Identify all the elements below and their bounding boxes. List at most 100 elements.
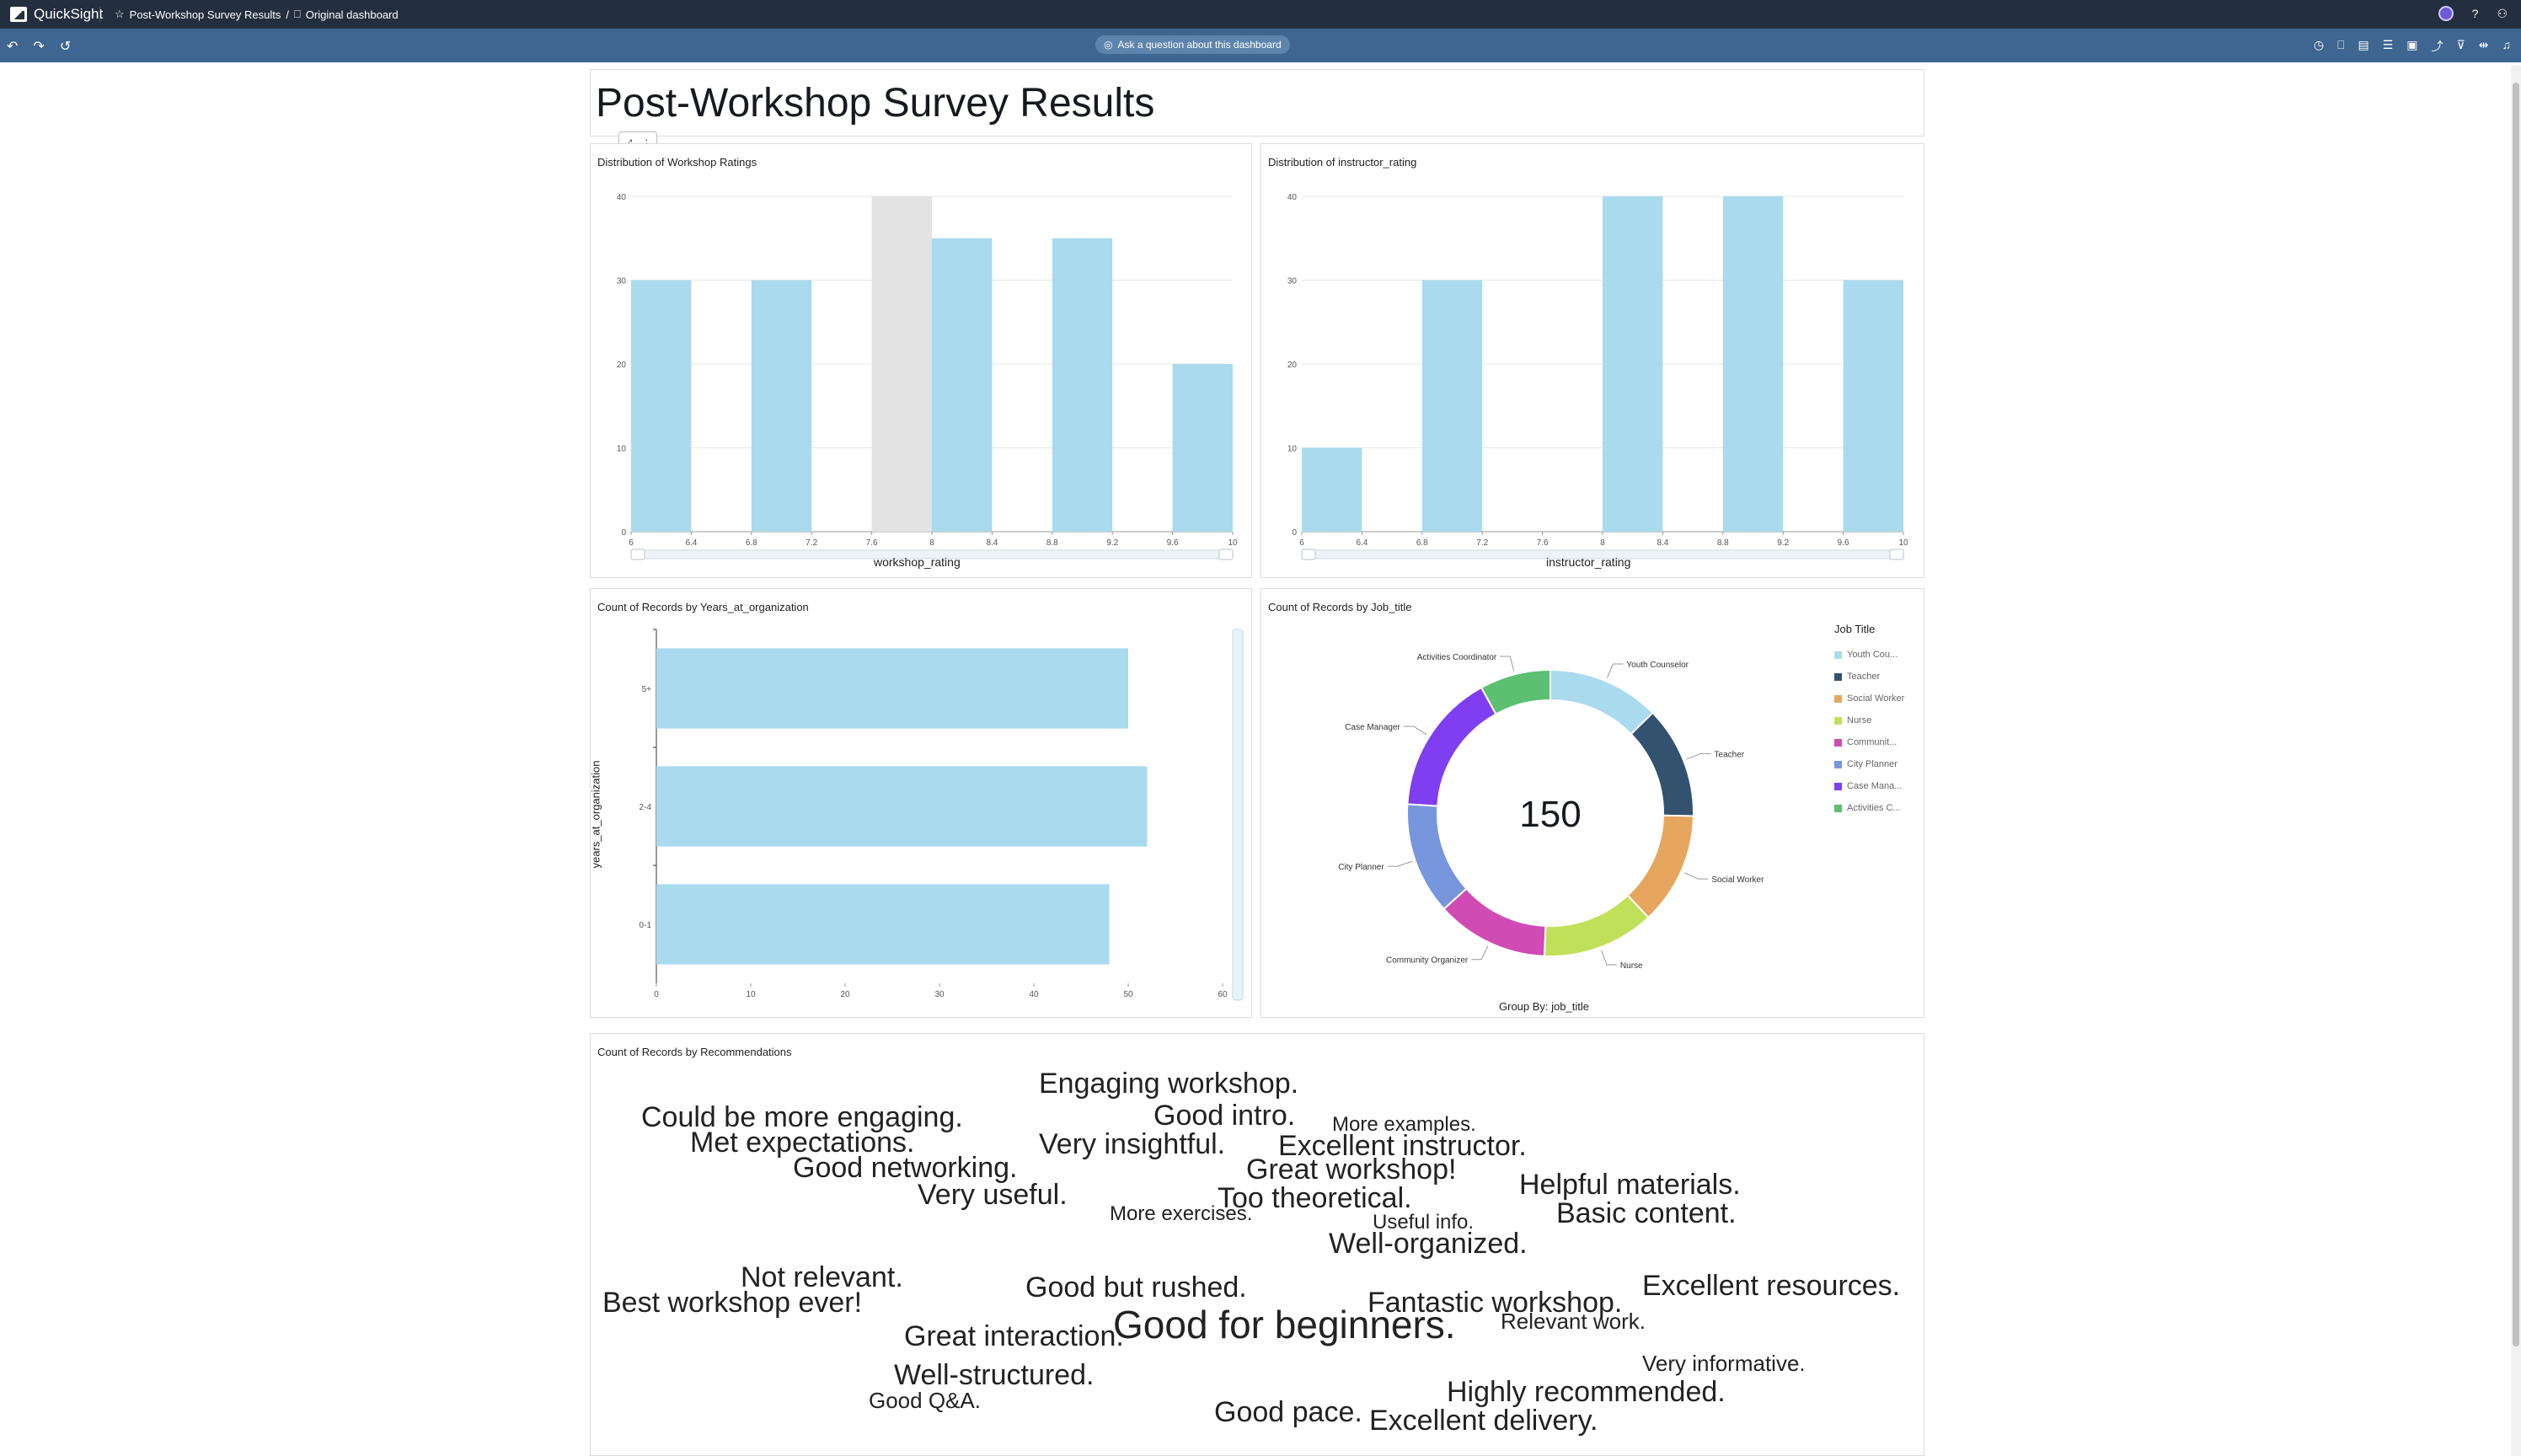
word-cloud-word[interactable]: Very useful. <box>918 1179 1068 1211</box>
legend-item[interactable]: Nurse <box>1834 709 1904 731</box>
workshop-x-tick-label: 8.8 <box>1046 538 1058 548</box>
page-scrollbar[interactable] <box>2511 66 2521 1456</box>
word-cloud-word[interactable]: Highly recommended. <box>1447 1376 1726 1408</box>
job-title-donut-chart[interactable]: Youth Counselor Teacher Social Worker Nurse… <box>1261 589 1817 1019</box>
help-icon[interactable]: ? <box>2471 7 2479 20</box>
word-cloud-word[interactable]: Engaging workshop. <box>1039 1068 1299 1100</box>
instructor-ratings-chart[interactable]: 0 10 20 30 40 6 6.4 6.8 7.2 7.6 8 8.4 8.8 9.2 9.6 10 <box>1261 144 1925 579</box>
alert-icon[interactable]: ♫ <box>2502 38 2512 51</box>
legend-item[interactable]: Activities C... <box>1834 797 1904 819</box>
donut-leader-line <box>1471 945 1489 961</box>
word-cloud-word[interactable]: Good pace. <box>1214 1396 1362 1428</box>
instructor-ratings-panel[interactable]: Distribution of instructor_rating 0 10 20 3… <box>1260 143 1924 578</box>
legend-item[interactable]: Youth Cou... <box>1834 644 1904 666</box>
fit-width-icon[interactable]: ⇹ <box>2478 38 2489 51</box>
bookmark-toolbar-icon[interactable]: ⎕ <box>2337 38 2345 51</box>
share-icon[interactable]: ⤴ <box>2431 40 2443 53</box>
workshop-x-tick-label: 10 <box>1228 538 1238 548</box>
page-scrollbar-thumb[interactable] <box>2513 83 2519 1346</box>
word-cloud-word[interactable]: Very insightful. <box>1039 1128 1226 1160</box>
word-cloud-word[interactable]: Helpful materials. <box>1519 1169 1741 1201</box>
word-cloud-word[interactable]: Could be more engaging. <box>641 1101 963 1133</box>
word-cloud-word[interactable]: Excellent instructor. <box>1278 1130 1527 1162</box>
workshop-bar[interactable] <box>751 280 812 533</box>
instructor-bar[interactable] <box>1843 280 1903 533</box>
instructor-bar[interactable] <box>1603 196 1663 532</box>
amazon-q-icon[interactable] <box>2438 6 2454 21</box>
expand-icon[interactable]: ⤢ <box>624 137 633 150</box>
job-title-panel[interactable]: Count of Records by Job_title Youth Coun… <box>1260 588 1924 1018</box>
breadcrumb-dashboard[interactable]: Post-Workshop Survey Results <box>129 8 281 21</box>
breadcrumb-view[interactable]: Original dashboard <box>305 8 399 21</box>
word-cloud-word[interactable]: Excellent resources. <box>1642 1270 1901 1302</box>
recommendations-panel[interactable]: Count of Records by Recommendations Enga… <box>590 1033 1924 1456</box>
word-cloud-word[interactable]: Good networking. <box>793 1152 1018 1184</box>
filter-icon[interactable]: ⊽ <box>2456 38 2465 51</box>
word-cloud-word[interactable]: Excellent delivery. <box>1369 1405 1598 1437</box>
job-title-group-by: Group By: job_title <box>1499 1000 1589 1013</box>
word-cloud-word[interactable]: Not relevant. <box>741 1261 903 1293</box>
word-cloud-word[interactable]: Too theoretical. <box>1218 1182 1412 1214</box>
workshop-bar[interactable] <box>1052 238 1113 532</box>
word-cloud-word[interactable]: Good intro. <box>1153 1100 1296 1132</box>
donut-leader-line <box>1683 872 1709 880</box>
word-cloud-word[interactable]: Great workshop! <box>1246 1154 1457 1186</box>
word-cloud-word[interactable]: More exercises. <box>1110 1202 1253 1225</box>
reset-icon[interactable]: ↺ <box>59 40 72 54</box>
user-icon[interactable]: ⚇ <box>2497 6 2508 20</box>
instructor-bar[interactable] <box>1421 280 1483 533</box>
pages-icon[interactable]: ▤ <box>2358 38 2369 51</box>
legend-item[interactable]: Teacher <box>1834 666 1904 688</box>
word-cloud-word[interactable]: Well-organized. <box>1329 1228 1528 1260</box>
workshop-bar[interactable] <box>932 238 993 532</box>
save-icon[interactable]: ▣ <box>2406 38 2418 51</box>
word-cloud-word[interactable]: Great interaction. <box>904 1320 1124 1352</box>
legend-item[interactable]: Case Mana... <box>1834 775 1904 797</box>
word-cloud-word[interactable]: Fantastic workshop. <box>1368 1287 1623 1319</box>
legend-label: Communit... <box>1847 737 1897 747</box>
years-bar[interactable] <box>656 884 1110 965</box>
word-cloud-word[interactable]: Good for beginners. <box>1113 1303 1456 1346</box>
breadcrumb-separator: / <box>286 8 289 21</box>
years-chart[interactable]: 5+ 2-4 0-1 0 10 20 30 40 50 60 <box>591 589 1253 1019</box>
workshop-range-handle-left <box>630 549 645 560</box>
word-cloud-word[interactable]: Relevant work. <box>1501 1309 1646 1334</box>
word-cloud-word[interactable]: Good but rushed. <box>1025 1271 1247 1303</box>
years-bar[interactable] <box>656 648 1128 729</box>
workshop-ratings-panel[interactable]: Distribution of Workshop Ratings 0 10 20 30… <box>590 143 1252 578</box>
star-icon[interactable]: ☆ <box>115 8 125 20</box>
workshop-ratings-chart[interactable]: 0 10 20 30 40 6 6.4 6.8 7.2 7.6 8 8.4 8.8 9.2 9.6 10 <box>591 144 1253 579</box>
word-cloud-word[interactable]: Useful info. <box>1373 1211 1475 1234</box>
word-cloud-word[interactable]: Very informative. <box>1642 1351 1806 1376</box>
undo-icon[interactable]: ↶ <box>7 40 19 54</box>
word-cloud-word[interactable]: More examples. <box>1332 1113 1476 1136</box>
legend-label: City Planner <box>1847 759 1897 769</box>
donut-slice <box>1630 711 1694 817</box>
legend-item[interactable]: Social Worker <box>1834 688 1904 709</box>
instructor-bar[interactable] <box>1722 196 1784 532</box>
instructor-x-tick-label: 9.2 <box>1777 538 1789 548</box>
workshop-bar[interactable] <box>631 280 692 533</box>
quicksight-logo[interactable]: QuickSight <box>10 6 103 23</box>
word-cloud-word[interactable]: Good Q&A. <box>869 1388 981 1413</box>
word-cloud-word[interactable]: Met expectations. <box>690 1127 915 1159</box>
schedule-icon[interactable]: ◷ <box>2313 38 2325 51</box>
data-icon[interactable]: ☰ <box>2382 38 2394 51</box>
instructor-bar[interactable] <box>1302 447 1362 533</box>
legend-swatch <box>1834 760 1842 768</box>
years-bar[interactable] <box>656 766 1148 847</box>
redo-icon[interactable]: ↷ <box>33 40 45 54</box>
word-cloud-word[interactable]: Well-structured. <box>894 1359 1095 1391</box>
donut-slice <box>1406 803 1468 911</box>
top-nav-bar: QuickSight ☆ Post-Workshop Survey Result… <box>0 0 2521 29</box>
years-panel[interactable]: Count of Records by Years_at_organizatio… <box>589 588 1253 1019</box>
legend-label: Social Worker <box>1847 693 1905 704</box>
bookmark-icon[interactable]: ⎕ <box>293 8 301 20</box>
legend-item[interactable]: Communit... <box>1834 731 1904 753</box>
word-cloud-word[interactable]: Basic content. <box>1556 1197 1737 1229</box>
ask-question-button[interactable]: ◎ Ask a question about this dashboard <box>1095 35 1290 54</box>
donut-slice-label: City Planner <box>1338 863 1384 872</box>
workshop-bar[interactable] <box>1172 364 1233 532</box>
word-cloud-word[interactable]: Best workshop ever! <box>602 1287 863 1319</box>
legend-item[interactable]: City Planner <box>1834 753 1904 775</box>
